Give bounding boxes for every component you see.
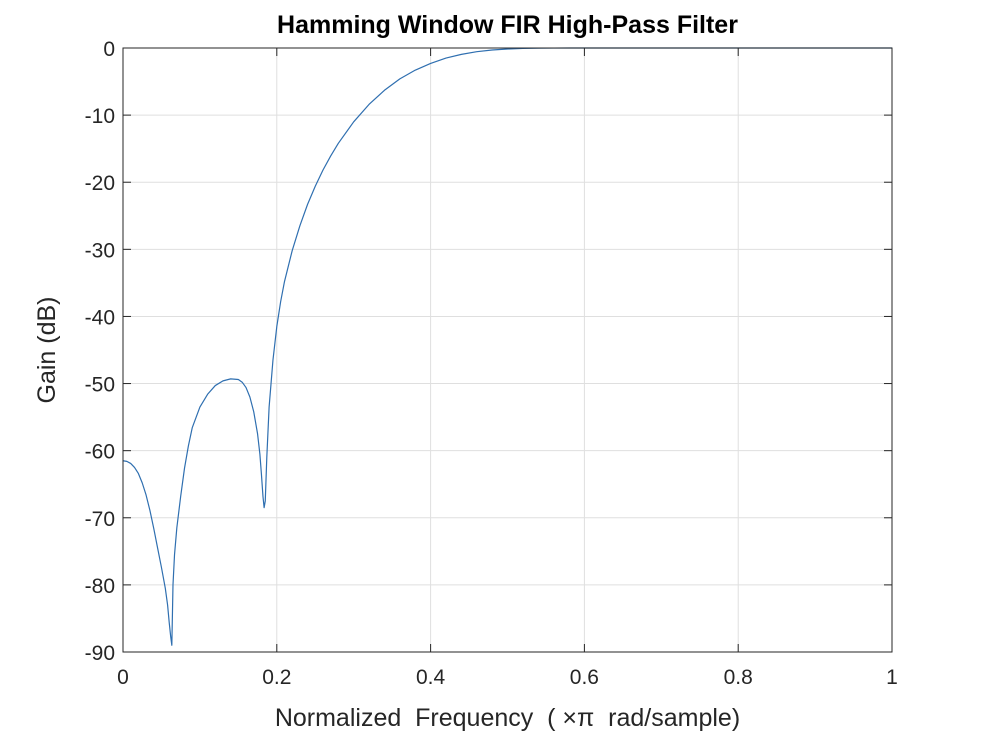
plot-area [123,48,892,652]
y-tick-label: -90 [85,642,115,665]
tick-label-layer: 0 0.2 0.4 0.6 0.8 1 0 -10 -20 -30 -40 -50 -60 -70 -80 -… [85,38,898,689]
x-tick-label: 0.6 [570,666,599,689]
series-line-0 [122,47,892,646]
y-tick-label: -40 [85,306,115,329]
y-tick-label: -10 [85,105,115,128]
x-tick-label: 0.2 [262,666,291,689]
y-tick-label: -60 [85,441,115,464]
x-tick-label: 0.8 [724,666,753,689]
grid-layer [123,48,892,652]
series-layer [122,47,892,646]
y-tick-label: -30 [85,239,115,262]
x-tick-label: 1 [886,666,898,689]
tick-layer [122,47,893,653]
chart-title: Hamming Window FIR High-Pass Filter [277,11,738,39]
y-tick-label: -50 [85,374,115,397]
x-axis-label: Normalized Frequency ( ×π rad/sample) [275,704,740,732]
y-tick-label: 0 [103,38,115,61]
x-tick-label: 0 [117,666,129,689]
axes-box [122,47,893,653]
y-tick-label: -70 [85,508,115,531]
y-tick-label: -80 [85,575,115,598]
y-axis-label: Gain (dB) [33,297,61,404]
x-tick-label: 0.4 [416,666,446,689]
y-tick-label: -20 [85,172,115,195]
